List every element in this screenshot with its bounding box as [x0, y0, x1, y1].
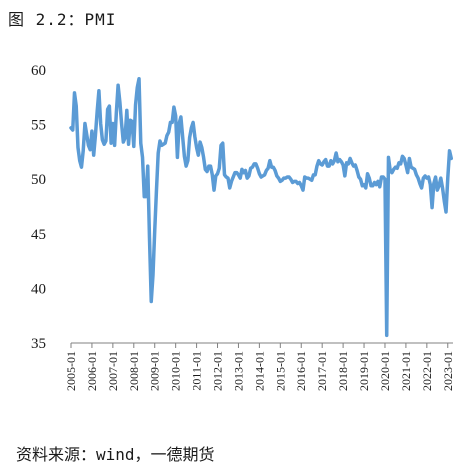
y-tick-label: 55: [31, 118, 46, 134]
pmi-series-line: [69, 76, 454, 338]
x-tick-label: 2012-01: [211, 351, 225, 391]
x-tick-label: 2016-01: [294, 351, 308, 391]
y-tick-label: 60: [31, 63, 46, 79]
y-axis-tick-labels: 35 40 45 50 55 60: [31, 63, 46, 352]
x-tick-label: 2014-01: [252, 351, 266, 391]
x-tick-label: 2010-01: [169, 351, 183, 391]
figure-source: 资料来源：wind，一德期货: [16, 445, 215, 464]
x-tick-label: 2006-01: [85, 351, 99, 391]
x-tick-label: 2019-01: [357, 351, 371, 391]
y-tick-label: 45: [31, 227, 46, 243]
y-tick-label: 35: [31, 336, 46, 352]
x-tick-label: 2020-01: [378, 351, 392, 391]
x-tick-label: 2007-01: [106, 351, 120, 391]
x-tick-label: 2011-01: [190, 351, 204, 391]
x-tick-label: 2013-01: [231, 351, 245, 391]
x-tick-label: 2009-01: [148, 351, 162, 391]
x-tick-label: 2022-01: [420, 351, 434, 391]
x-tick-label: 2005-01: [64, 351, 78, 391]
x-tick-label: 2008-01: [127, 351, 141, 391]
x-tick-label: 2023-01: [441, 351, 455, 391]
y-tick-label: 50: [31, 172, 46, 188]
x-tick-label: 2021-01: [399, 351, 413, 391]
x-tick-label: 2018-01: [336, 351, 350, 391]
x-tick-label: 2015-01: [273, 351, 287, 391]
x-axis: 2005-01 2006-01 2007-01 2008-01 2009-01 2010-…: [64, 342, 455, 391]
y-tick-label: 40: [31, 281, 46, 297]
series-group: [69, 76, 454, 338]
figure-title: 图 2.2：PMI: [8, 10, 117, 29]
x-tick-label: 2017-01: [315, 351, 329, 391]
